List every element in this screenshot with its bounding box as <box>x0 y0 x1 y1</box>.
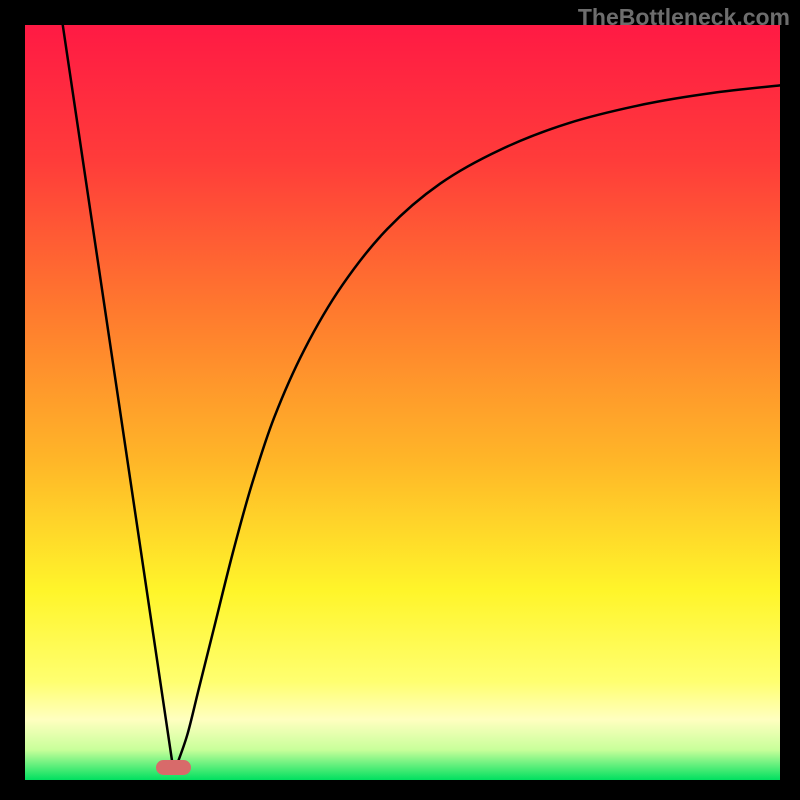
curve-overlay <box>0 0 800 800</box>
chart-container: TheBottleneck.com <box>0 0 800 800</box>
minimum-marker <box>156 760 191 775</box>
watermark-text: TheBottleneck.com <box>578 4 790 31</box>
